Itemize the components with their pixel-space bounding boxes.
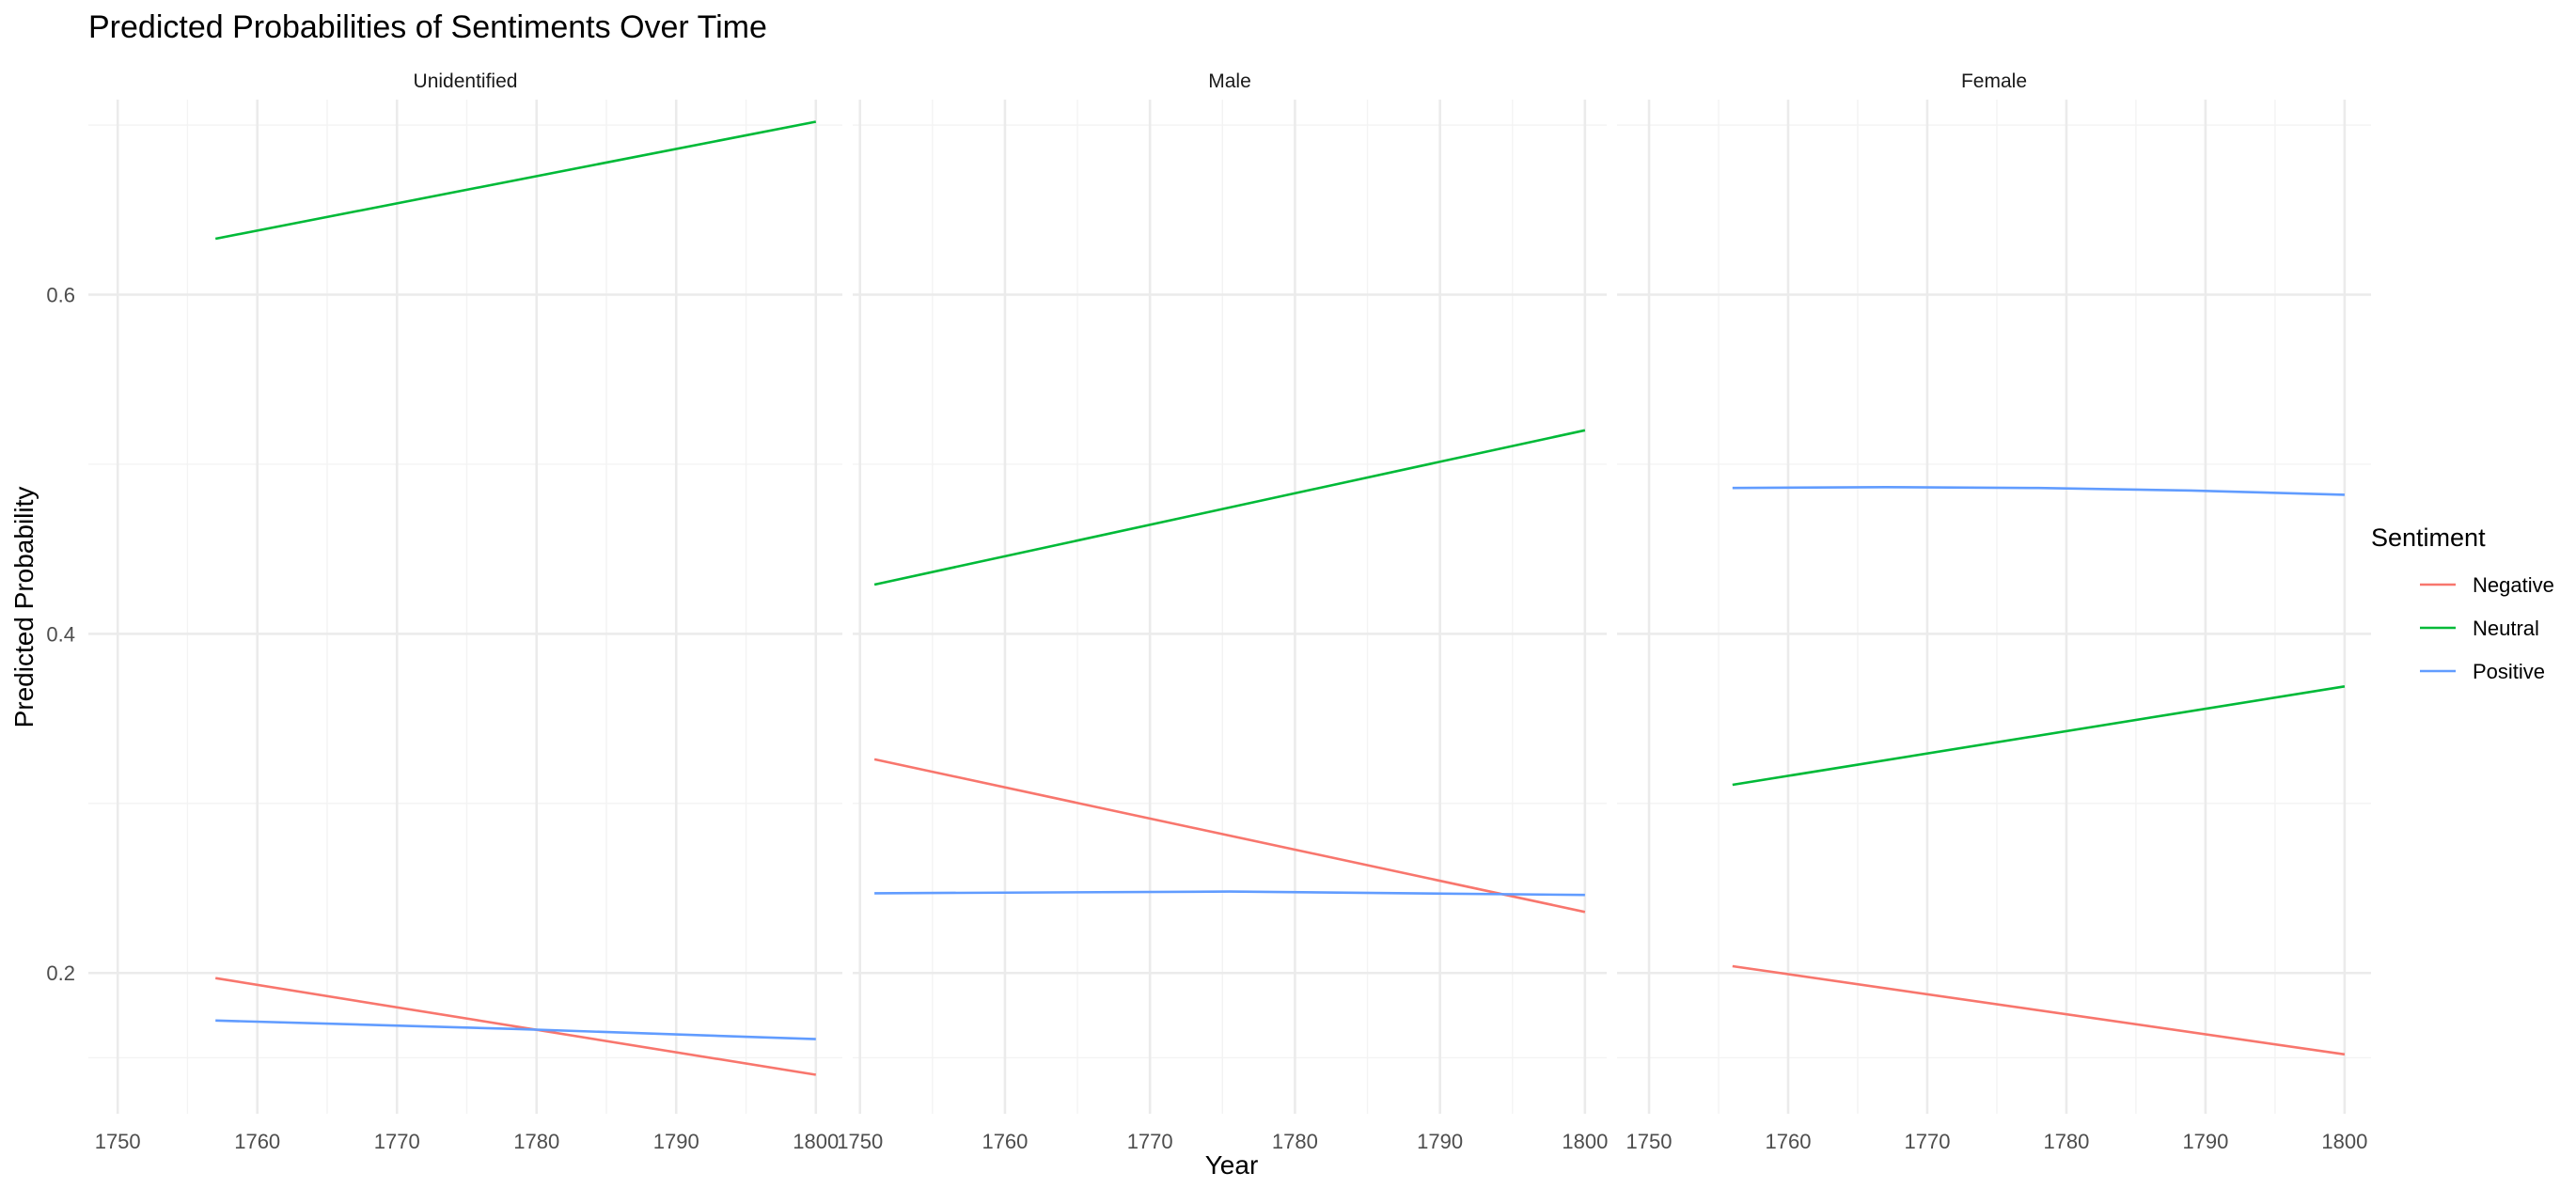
x-tick-label: 1750 [837,1130,883,1153]
legend-item-negative: Negative [2420,573,2554,597]
x-tick-label: 1780 [2043,1130,2089,1153]
x-axis-title: Year [1205,1150,1259,1180]
x-tick-label: 1800 [1562,1130,1608,1153]
series-line-negative [873,758,1586,914]
facet-strip-label: Female [1961,70,2027,92]
panel-unidentified: Unidentified 1750 1760 1770 1780 1790 1800 [88,70,842,1153]
series-line-neutral [873,429,1586,586]
y-tick-label: 0.6 [46,284,75,307]
series-line-positive [874,890,1585,897]
legend-entries: Negative Neutral Positive [2420,573,2554,683]
x-tick-label: 1790 [653,1130,699,1153]
x-tick-label: 1800 [2321,1130,2367,1153]
x-tick-label: 1770 [1127,1130,1173,1153]
legend-title: Sentiment [2371,524,2486,552]
x-tick-label: 1780 [1272,1130,1318,1153]
x-tick-label: 1790 [2182,1130,2228,1153]
x-tick-label: 1760 [234,1130,280,1153]
series-line-neutral [214,120,817,241]
series-line-negative [214,977,817,1076]
x-tick-label: 1770 [1904,1130,1950,1153]
y-tick-label: 0.2 [46,961,75,985]
y-axis-title: Predicted Probability [9,487,39,728]
legend-label: Neutral [2473,617,2539,640]
legend-item-neutral: Neutral [2420,617,2539,640]
x-tick-label: 1790 [1417,1130,1463,1153]
x-tick-label: 1760 [1766,1130,1812,1153]
x-tick-label: 1800 [793,1130,839,1153]
series-line-positive [215,1019,816,1040]
series-line-positive [1732,485,2345,496]
x-tick-label: 1750 [95,1130,141,1153]
legend-label: Positive [2473,660,2545,683]
y-tick-label: 0.4 [46,622,75,646]
x-tick-label: 1750 [1626,1130,1673,1153]
panel-female: Female 1750 1760 1770 1780 1790 1800 [1617,70,2371,1153]
chart-title: Predicted Probabilities of Sentiments Ov… [88,9,767,45]
legend-item-positive: Positive [2420,660,2545,683]
facet-strip-label: Male [1208,70,1251,92]
series-line-neutral [1732,685,2346,787]
panel-male: Male 1750 1760 1770 1780 1790 1800 [837,70,1608,1153]
y-axis-ticks: 0.2 0.4 0.6 [46,284,75,986]
x-tick-label: 1770 [374,1130,420,1153]
x-tick-label: 1760 [982,1130,1028,1153]
legend: Sentiment Negative Neutral Positive [2371,524,2554,683]
series-line-negative [1732,964,2346,1056]
legend-label: Negative [2473,573,2554,597]
x-tick-label: 1780 [513,1130,559,1153]
facet-strip-label: Unidentified [414,70,518,92]
